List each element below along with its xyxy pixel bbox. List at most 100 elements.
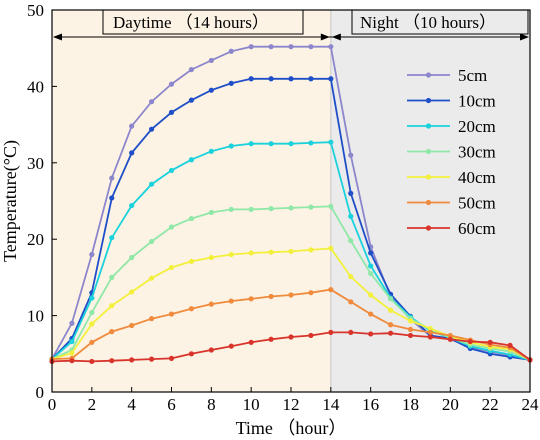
data-point-30cm-5 xyxy=(148,238,155,245)
data-point-40cm-8 xyxy=(208,254,214,261)
legend-label-20cm: 20cm xyxy=(458,117,496,136)
data-point-10cm-6 xyxy=(168,109,175,115)
x-tick-label-20: 20 xyxy=(442,395,459,414)
y-axis-title: Temperature(°C) xyxy=(0,140,21,262)
data-point-60cm-18 xyxy=(407,332,414,339)
data-point-60cm-2 xyxy=(89,358,95,365)
legend-marker-40cm xyxy=(425,174,432,180)
data-point-50cm-10 xyxy=(248,296,254,302)
data-point-20cm-12 xyxy=(288,141,294,147)
y-tick-label-0: 0 xyxy=(36,383,45,402)
legend-marker-20cm xyxy=(425,123,432,129)
data-point-40cm-5 xyxy=(148,275,155,281)
legend-label-10cm: 10cm xyxy=(458,92,496,111)
data-point-20cm-4 xyxy=(129,202,135,209)
data-point-60cm-10 xyxy=(248,339,254,345)
data-point-50cm-16 xyxy=(368,311,374,317)
data-point-20cm-16 xyxy=(368,263,374,269)
data-point-5cm-7 xyxy=(188,66,195,73)
data-point-40cm-7 xyxy=(188,258,195,264)
data-point-20cm-3 xyxy=(109,235,115,241)
x-tick-label-18: 18 xyxy=(402,395,419,414)
daytime-label: Daytime （14 hours） xyxy=(113,13,269,32)
data-point-50cm-17 xyxy=(387,322,394,328)
data-point-20cm-9 xyxy=(228,143,234,149)
x-tick-label-12: 12 xyxy=(283,395,300,414)
data-point-10cm-9 xyxy=(228,80,234,86)
data-point-50cm-2 xyxy=(89,339,95,345)
data-point-30cm-6 xyxy=(168,224,175,230)
data-point-40cm-12 xyxy=(288,248,294,255)
data-point-40cm-15 xyxy=(348,274,354,280)
x-tick-label-6: 6 xyxy=(167,395,176,414)
night-label-box xyxy=(351,9,529,35)
x-tick-label-16: 16 xyxy=(362,395,379,414)
night-label: Night （10 hours） xyxy=(360,13,496,32)
data-point-5cm-12 xyxy=(288,44,294,50)
data-point-40cm-13 xyxy=(308,247,314,253)
data-point-30cm-9 xyxy=(228,206,234,213)
data-point-60cm-14 xyxy=(328,329,334,336)
x-tick-label-2: 2 xyxy=(88,395,97,414)
data-point-10cm-5 xyxy=(148,126,155,132)
legend-label-40cm: 40cm xyxy=(458,168,496,187)
legend-marker-5cm xyxy=(425,72,432,78)
data-point-50cm-5 xyxy=(148,316,155,322)
data-point-40cm-4 xyxy=(129,289,135,295)
data-point-40cm-9 xyxy=(228,251,234,258)
data-point-5cm-6 xyxy=(168,81,175,87)
data-point-30cm-11 xyxy=(268,206,274,212)
data-point-40cm-18 xyxy=(407,318,414,324)
daytime-region xyxy=(52,10,331,392)
data-point-30cm-7 xyxy=(188,215,195,222)
data-point-5cm-4 xyxy=(129,123,135,129)
data-point-60cm-19 xyxy=(427,334,434,340)
x-tick-label-22: 22 xyxy=(482,395,499,414)
data-point-60cm-20 xyxy=(447,336,453,342)
data-point-50cm-3 xyxy=(109,329,115,335)
legend: 5cm 10cm 20cm 30cm 40cm 50cm 60cm xyxy=(407,66,496,238)
data-point-20cm-5 xyxy=(148,181,155,187)
data-point-5cm-13 xyxy=(308,44,314,50)
data-point-5cm-3 xyxy=(109,175,115,181)
data-point-5cm-9 xyxy=(228,48,234,54)
data-point-30cm-17 xyxy=(387,296,394,302)
data-point-50cm-6 xyxy=(168,311,175,317)
data-point-10cm-14 xyxy=(328,76,334,82)
data-point-60cm-12 xyxy=(288,334,294,340)
night-arrow-left xyxy=(331,33,341,41)
data-point-10cm-7 xyxy=(188,97,195,103)
data-point-40cm-3 xyxy=(109,303,115,309)
data-point-30cm-13 xyxy=(308,204,314,210)
data-point-10cm-16 xyxy=(368,250,374,256)
data-point-50cm-15 xyxy=(348,299,354,305)
data-point-50cm-4 xyxy=(129,322,135,329)
x-tick-label-4: 4 xyxy=(127,395,136,414)
legend-marker-50cm xyxy=(425,199,432,206)
data-point-10cm-10 xyxy=(248,76,254,82)
legend-marker-30cm xyxy=(425,148,432,155)
legend-label-60cm: 60cm xyxy=(458,219,496,238)
y-tick-label-10: 10 xyxy=(27,307,44,326)
legend-marker-60cm xyxy=(425,225,432,231)
data-point-20cm-11 xyxy=(268,141,274,147)
data-point-5cm-1 xyxy=(69,320,75,326)
legend-label-50cm: 50cm xyxy=(458,194,496,213)
x-tick-label-24: 24 xyxy=(522,395,540,414)
data-point-50cm-20 xyxy=(447,332,453,339)
data-point-50cm-13 xyxy=(308,290,314,296)
data-point-20cm-2 xyxy=(89,295,95,301)
data-point-60cm-17 xyxy=(387,330,394,336)
data-point-5cm-11 xyxy=(268,44,274,50)
data-point-40cm-1 xyxy=(69,350,75,356)
data-point-60cm-7 xyxy=(188,351,195,357)
data-point-60cm-8 xyxy=(208,347,214,353)
x-tick-label-8: 8 xyxy=(207,395,216,414)
data-point-20cm-10 xyxy=(248,141,254,147)
data-point-30cm-12 xyxy=(288,205,294,211)
data-point-20cm-1 xyxy=(69,338,75,345)
data-point-20cm-8 xyxy=(208,148,214,154)
data-point-60cm-15 xyxy=(348,329,354,336)
data-point-40cm-11 xyxy=(268,249,274,255)
